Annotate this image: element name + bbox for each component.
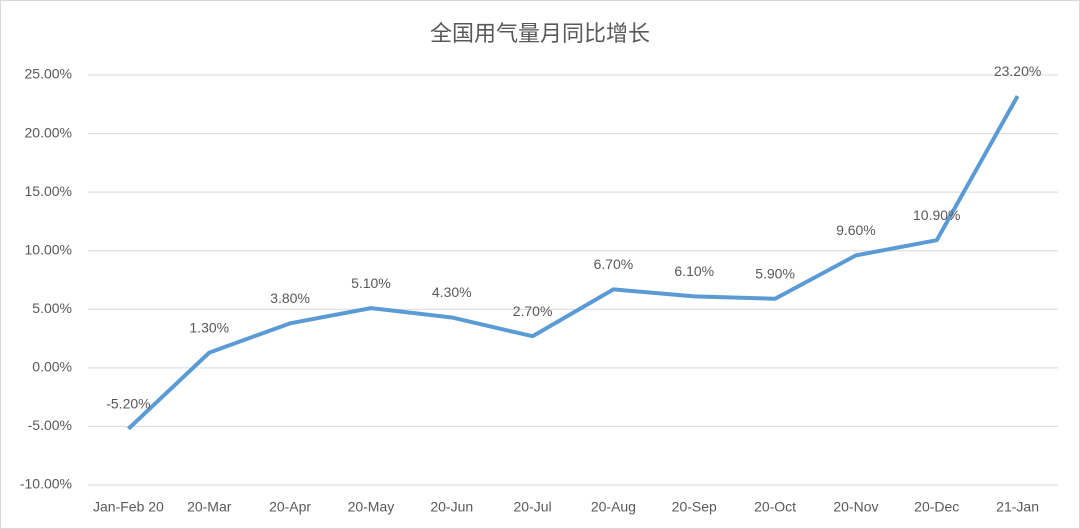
data-line	[127, 95, 1020, 431]
y-tick-label: 10.00%	[25, 241, 72, 257]
x-tick-label: 20-Apr	[269, 499, 311, 515]
x-tick-label: 20-Aug	[591, 499, 636, 515]
data-label: 6.70%	[594, 256, 634, 272]
data-label: 5.10%	[351, 275, 391, 291]
y-tick-label: -10.00%	[20, 476, 72, 492]
y-tick-label: 0.00%	[32, 359, 72, 375]
x-tick-label: 20-Dec	[914, 499, 959, 515]
y-tick-label: 25.00%	[25, 66, 72, 82]
y-tick-label: -5.00%	[28, 417, 72, 433]
x-tick-label: 21-Jan	[996, 499, 1039, 515]
x-tick-label: 20-Jul	[514, 499, 552, 515]
x-tick-label: Jan-Feb 20	[93, 499, 164, 515]
x-tick-label: 20-Oct	[754, 499, 796, 515]
data-label: 4.30%	[432, 284, 472, 300]
x-tick-label: 20-Jun	[430, 499, 473, 515]
x-tick-label: 20-Nov	[833, 499, 878, 515]
data-label: 23.20%	[994, 63, 1041, 79]
data-label: -5.20%	[106, 395, 150, 411]
y-tick-label: 20.00%	[25, 124, 72, 140]
chart-title: 全国用气量月同比增长	[430, 21, 650, 46]
x-tick-label: 20-Mar	[187, 499, 232, 515]
data-label: 6.10%	[674, 263, 714, 279]
x-tick-label: 20-Sep	[672, 499, 717, 515]
data-label: 9.60%	[836, 222, 876, 238]
y-tick-label: 5.00%	[32, 300, 72, 316]
data-label: 2.70%	[513, 303, 553, 319]
data-label: 5.90%	[755, 265, 795, 281]
data-label: 1.30%	[189, 319, 229, 335]
y-tick-label: 15.00%	[25, 183, 72, 199]
x-tick-label: 20-May	[348, 499, 395, 515]
data-label: 10.90%	[913, 207, 960, 223]
data-label: 3.80%	[270, 290, 310, 306]
